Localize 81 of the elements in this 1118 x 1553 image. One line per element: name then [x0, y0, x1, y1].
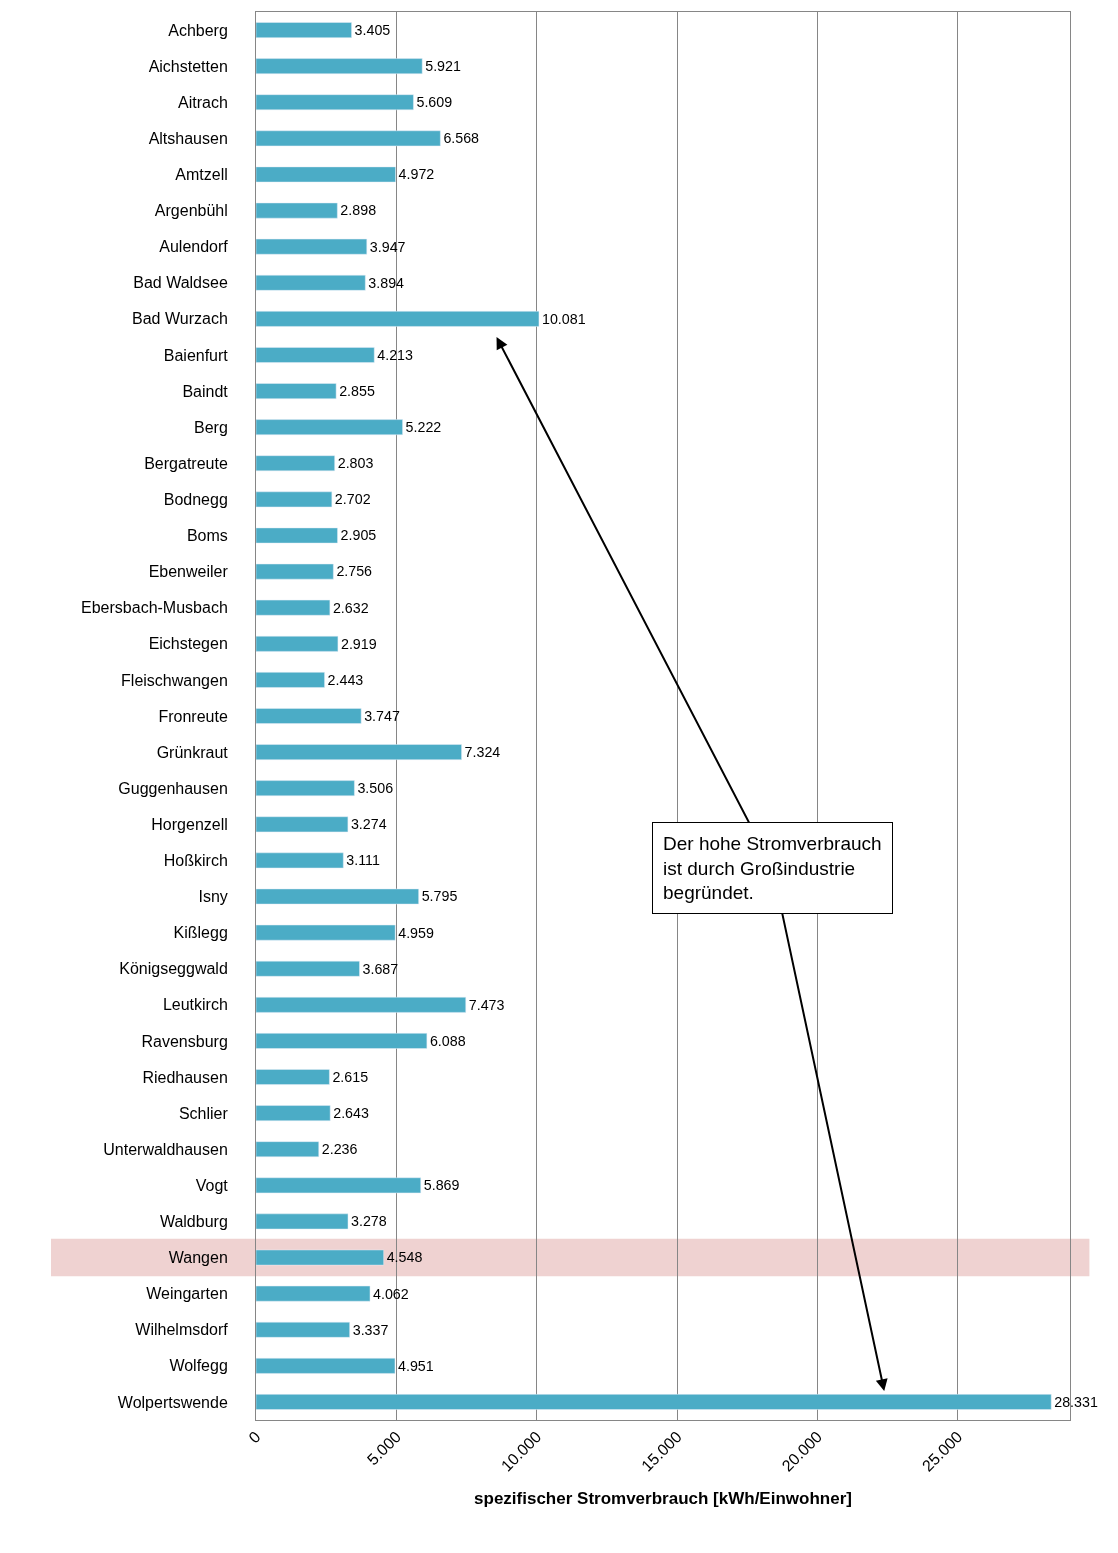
data-label: 2.905: [340, 527, 377, 544]
y-tick-label: Grünkraut: [156, 743, 229, 761]
data-label: 3.894: [368, 274, 405, 291]
y-tick-label: Waldburg: [159, 1213, 228, 1231]
y-tick-label: Argenbühl: [154, 202, 228, 220]
y-tick-label: Baienfurt: [163, 346, 229, 364]
y-tick-label: Wangen: [168, 1249, 228, 1267]
annotation: Der hohe Stromverbrauch ist durch Großindustrie begründet.: [663, 833, 882, 904]
y-tick-label: Wilhelmsdorf: [135, 1321, 229, 1339]
data-label: 5.609: [416, 94, 453, 111]
data-label: 2.803: [337, 455, 374, 472]
data-label: 4.959: [398, 924, 434, 941]
data-label: 6.088: [429, 1032, 466, 1049]
data-label: 6.568: [443, 130, 480, 147]
data-label: 2.855: [339, 382, 375, 399]
y-tick-label: Ebenweiler: [148, 563, 229, 581]
y-tick-label: Wolpertswende: [117, 1393, 228, 1411]
y-tick-label: Berg: [194, 418, 228, 436]
y-tick-label: Kißlegg: [173, 924, 228, 942]
data-label: 3.274: [350, 816, 387, 833]
data-label: 2.615: [332, 1068, 369, 1085]
data-label: 4.951: [397, 1357, 434, 1374]
y-tick-label: Fronreute: [158, 707, 228, 725]
y-tick-label: Wolfegg: [169, 1357, 228, 1375]
y-tick-label: Aitrach: [178, 93, 228, 111]
y-tick-label: Weingarten: [146, 1285, 228, 1303]
y-tick-label: Isny: [198, 888, 228, 906]
data-label: 4.548: [386, 1249, 423, 1266]
data-label: 10.081: [541, 310, 586, 327]
data-label: 3.506: [357, 780, 394, 797]
y-tick-label: Horgenzell: [151, 815, 228, 833]
data-label: 2.919: [340, 635, 377, 652]
data-label: 3.747: [364, 707, 400, 724]
y-tick-label: Boms: [186, 527, 228, 545]
y-tick-label: Fleischwangen: [121, 671, 228, 689]
data-label: 28.331: [1054, 1393, 1098, 1410]
y-tick-label: Bodnegg: [163, 490, 228, 508]
y-tick-label: Aichstetten: [148, 57, 228, 75]
data-label: 3.337: [352, 1321, 389, 1338]
data-label: 5.795: [421, 888, 458, 905]
data-label: 3.278: [351, 1213, 387, 1230]
y-tick-label: Riedhausen: [142, 1068, 228, 1086]
y-tick-label: Aulendorf: [159, 238, 229, 256]
data-label: 5.921: [425, 58, 461, 75]
y-tick-label: Eichstegen: [148, 635, 228, 653]
data-label: 2.898: [340, 202, 377, 219]
data-label: 4.972: [398, 166, 435, 183]
y-tick-label: Ravensburg: [141, 1032, 228, 1050]
y-tick-label: Altshausen: [148, 129, 228, 147]
data-label: 3.947: [369, 238, 406, 255]
y-tick-label: Königseggwald: [119, 960, 228, 978]
data-label: 4.062: [373, 1285, 409, 1302]
data-label: 2.236: [321, 1141, 358, 1158]
data-label: 3.111: [346, 852, 380, 869]
y-tick-label: Amtzell: [175, 166, 228, 184]
data-label: 5.869: [423, 1177, 460, 1194]
y-tick-label: Bad Wurzach: [132, 310, 228, 328]
y-tick-label: Unterwaldhausen: [103, 1140, 228, 1158]
data-label: 7.473: [468, 996, 505, 1013]
y-tick-label: Bergatreute: [144, 454, 228, 472]
data-label: 2.632: [332, 599, 369, 616]
data-label: 3.405: [354, 21, 391, 38]
y-tick-label: Hoßkirch: [163, 852, 228, 870]
x-axis-title: spezifischer Stromverbrauch [kWh/Einwohner]: [474, 1488, 852, 1508]
x-tick-label: 0: [245, 1427, 264, 1447]
data-label: 2.443: [327, 671, 364, 688]
y-tick-label: Bad Waldsee: [133, 274, 228, 292]
y-tick-label: Schlier: [178, 1104, 229, 1122]
data-label: 2.756: [336, 563, 373, 580]
y-tick-label: Baindt: [182, 382, 229, 400]
data-label: 2.702: [334, 491, 371, 508]
data-label: 7.324: [464, 744, 501, 760]
data-label: 3.687: [362, 960, 399, 977]
data-label: 5.222: [405, 419, 442, 436]
data-label: 4.213: [377, 346, 414, 363]
y-tick-label: Vogt: [195, 1176, 229, 1194]
y-tick-label: Guggenhausen: [118, 779, 228, 797]
y-tick-label: Ebersbach-Musbach: [81, 599, 228, 617]
data-label: 2.643: [333, 1105, 369, 1122]
y-tick-label: Leutkirch: [162, 996, 228, 1014]
y-tick-label: Achberg: [168, 21, 228, 39]
